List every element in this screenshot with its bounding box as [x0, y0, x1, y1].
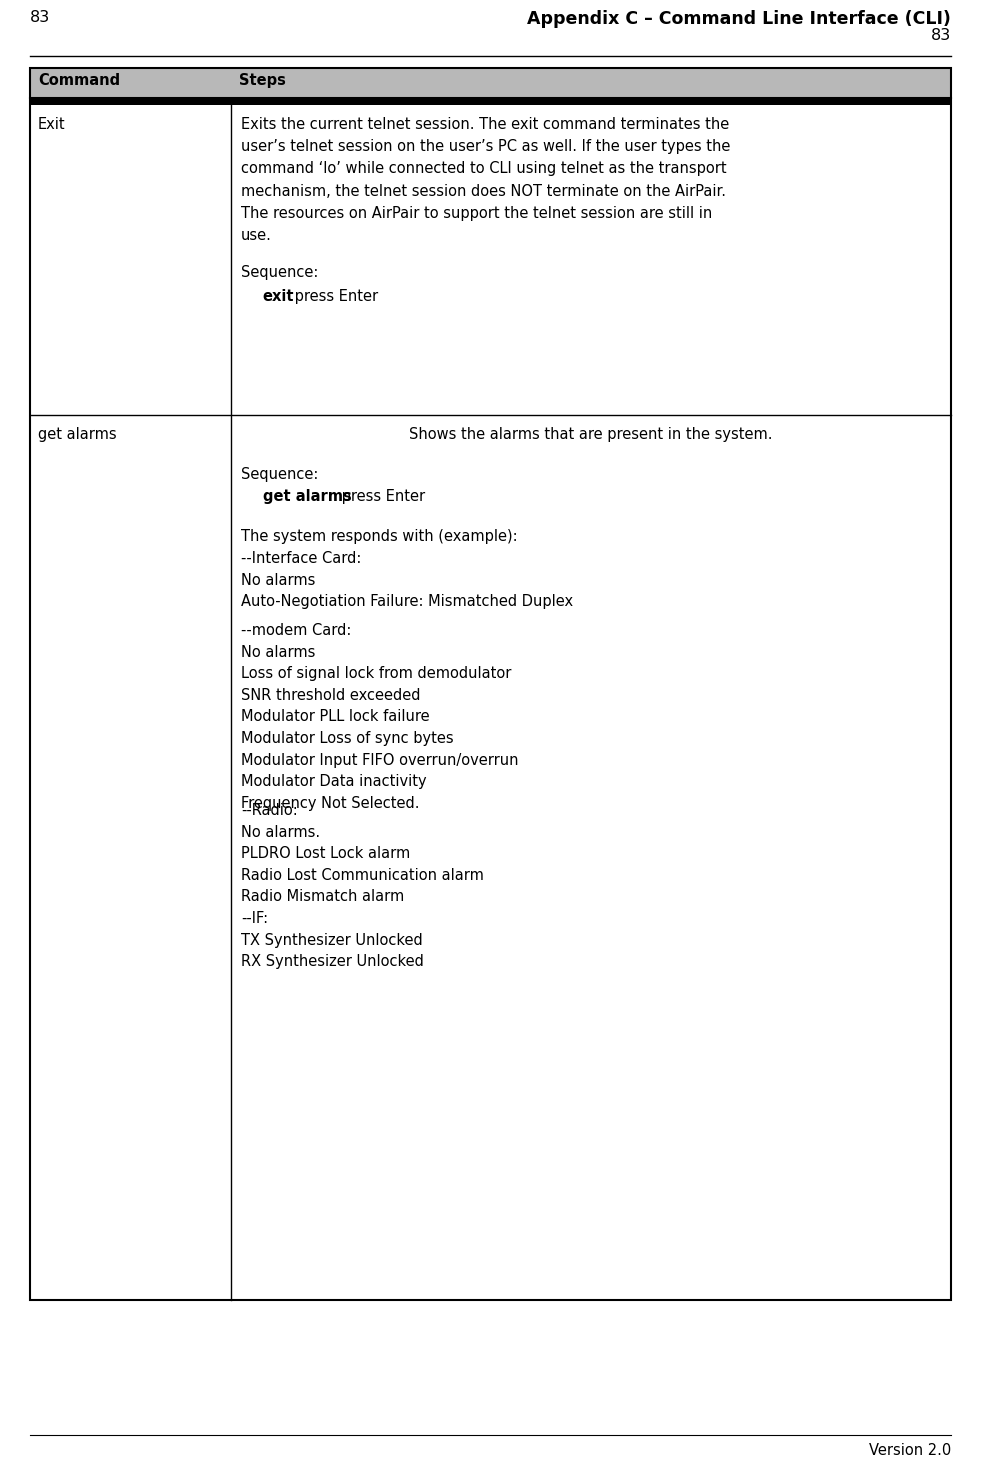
Text: The system responds with (example):: The system responds with (example): [240, 528, 517, 545]
Text: --Radio:
No alarms.
PLDRO Lost Lock alarm
Radio Lost Communication alarm
Radio M: --Radio: No alarms. PLDRO Lost Lock alar… [240, 803, 484, 904]
Text: Shows the alarms that are present in the system.: Shows the alarms that are present in the… [409, 427, 773, 442]
Text: 83: 83 [931, 28, 951, 43]
Text: exit: exit [263, 289, 294, 304]
Text: --Interface Card:
No alarms
Auto-Negotiation Failure: Mismatched Duplex: --Interface Card: No alarms Auto-Negotia… [240, 551, 573, 610]
Text: --IF:
TX Synthesizer Unlocked
RX Synthesizer Unlocked: --IF: TX Synthesizer Unlocked RX Synthes… [240, 911, 424, 969]
Text: get alarms: get alarms [263, 490, 351, 505]
Text: press Enter: press Enter [336, 490, 425, 505]
Text: get alarms: get alarms [38, 427, 117, 442]
Text: 83: 83 [30, 10, 50, 25]
Text: Appendix C – Command Line Interface (CLI): Appendix C – Command Line Interface (CLI… [527, 10, 951, 28]
Bar [30, 68, 951, 98]
Bar [30, 68, 951, 1300]
Text: Exits the current telnet session. The exit command terminates the
user’s telnet : Exits the current telnet session. The ex… [240, 117, 730, 243]
Text: Command: Command [38, 73, 120, 88]
Text: Exit: Exit [38, 117, 66, 132]
Bar [30, 98, 951, 105]
Text: Steps: Steps [238, 73, 285, 88]
Text: Sequence:: Sequence: [240, 467, 318, 482]
Text: Version 2.0: Version 2.0 [869, 1442, 951, 1457]
Text: press Enter: press Enter [289, 289, 378, 304]
Text: --modem Card:
No alarms
Loss of signal lock from demodulator
SNR threshold excee: --modem Card: No alarms Loss of signal l… [240, 623, 518, 810]
Text: Sequence:: Sequence: [240, 266, 318, 280]
